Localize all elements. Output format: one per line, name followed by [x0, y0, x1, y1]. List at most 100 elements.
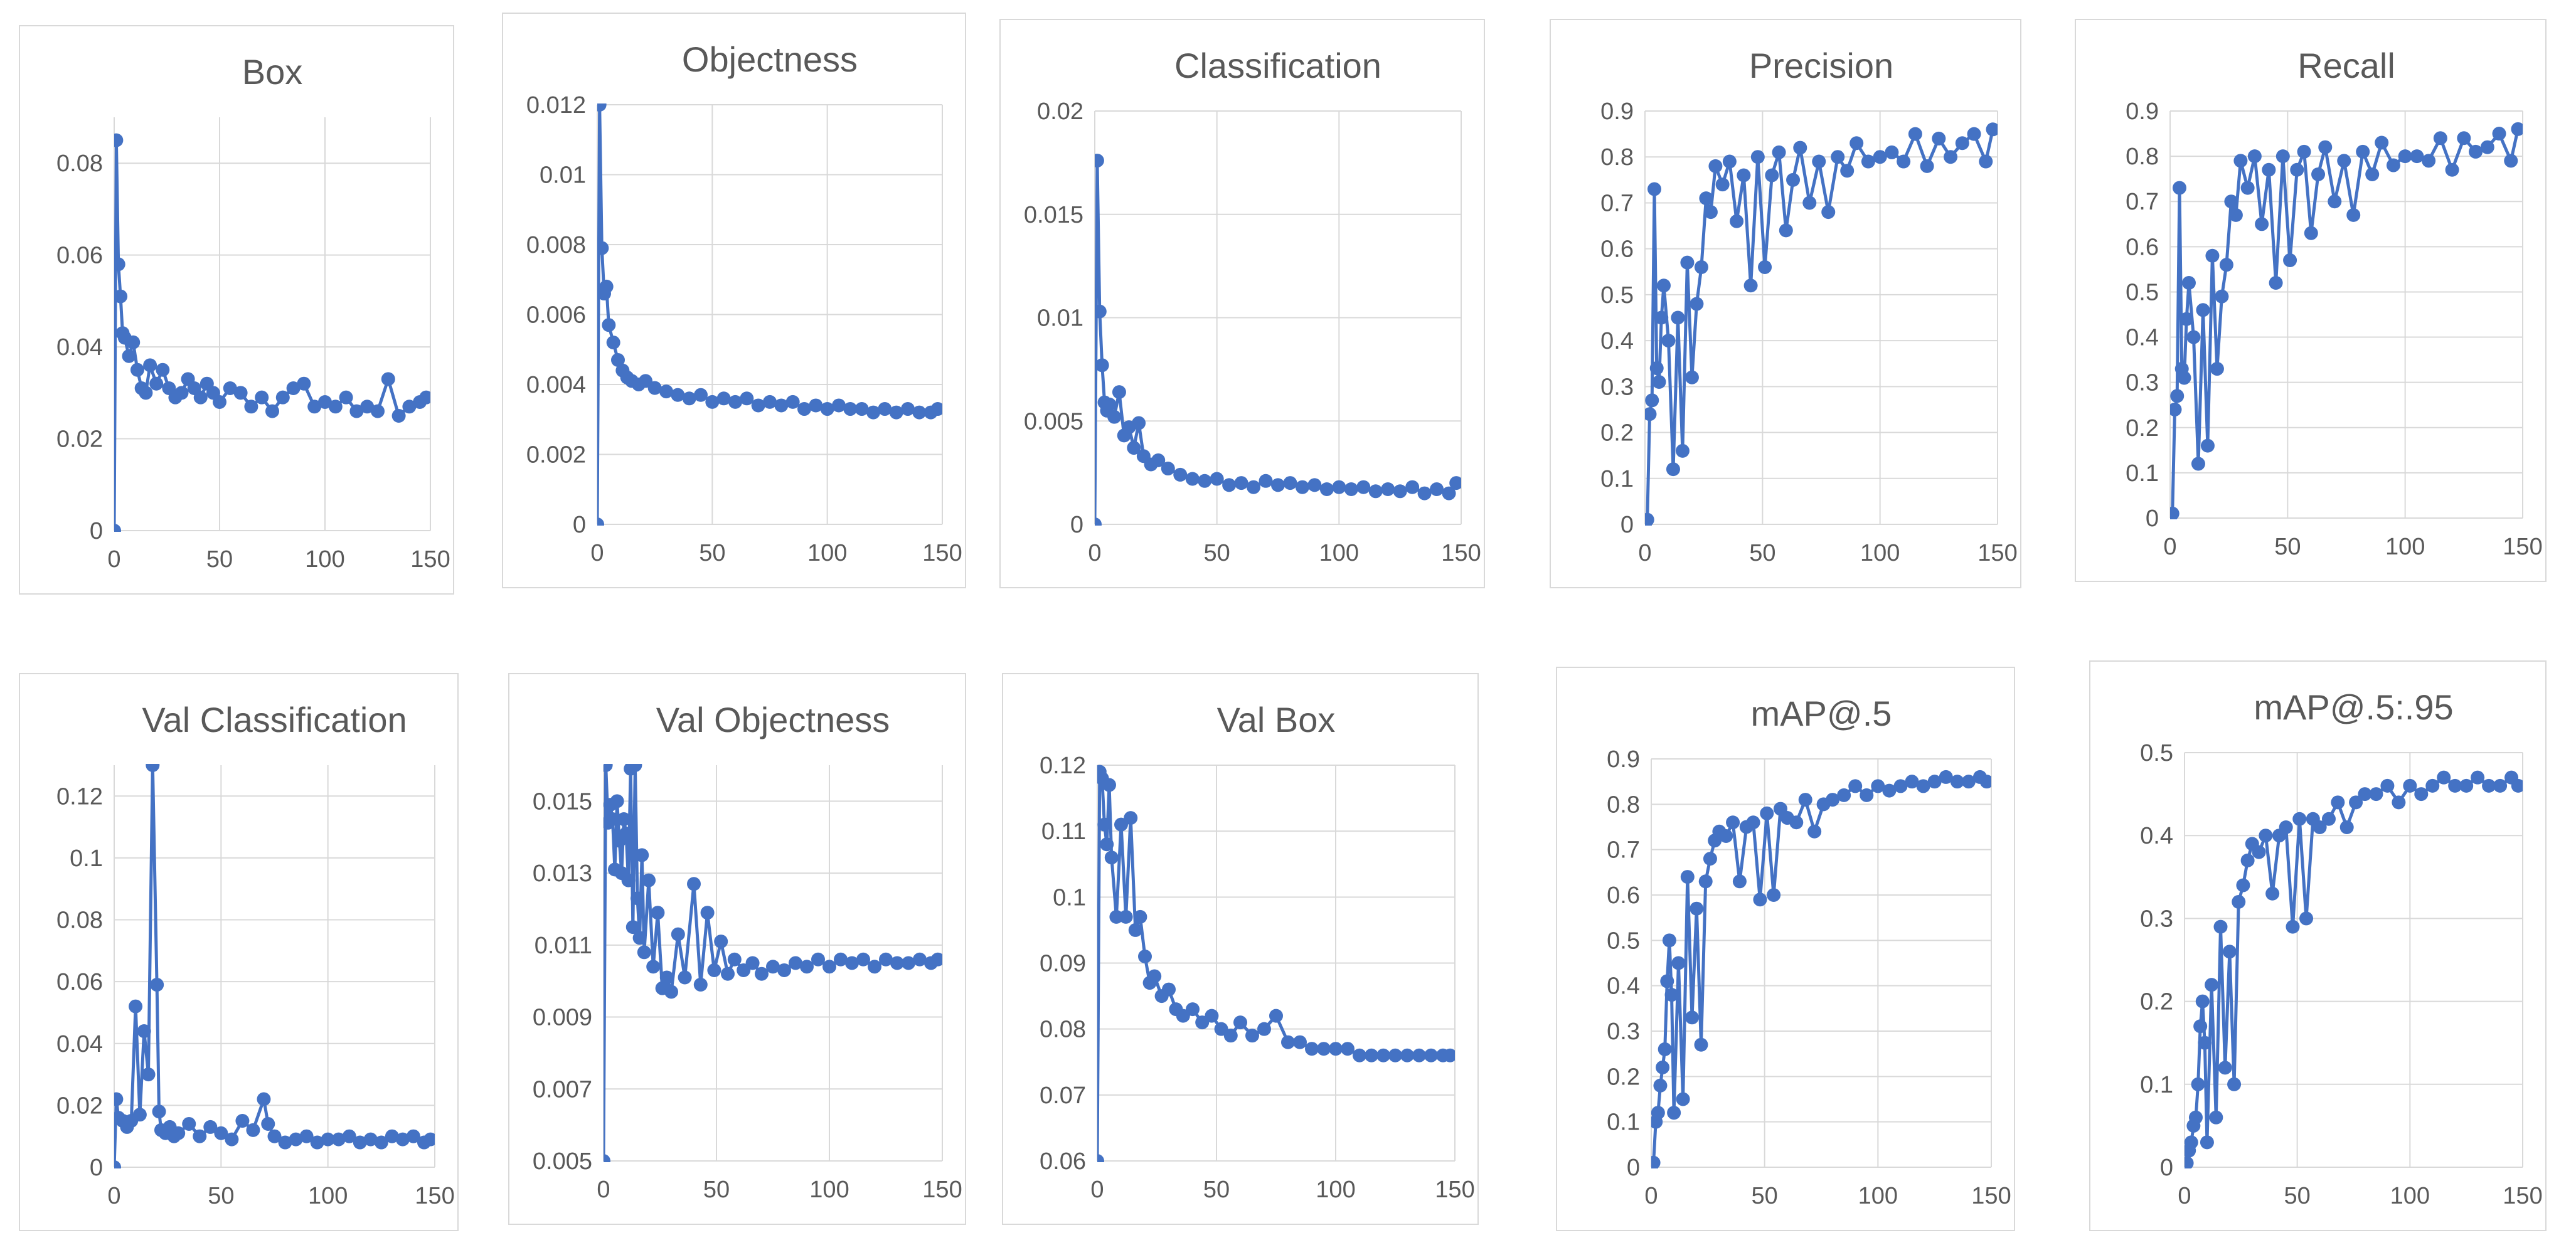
data-point [1694, 1037, 1708, 1052]
data-point [2369, 787, 2383, 802]
data-point [1234, 476, 1248, 490]
data-point [2318, 140, 2333, 154]
data-point [235, 1114, 250, 1128]
data-point [114, 289, 128, 304]
panel-val-classification: Val Classification 0 0.02 0.04 0.06 0.08 0.1 0.… [19, 673, 459, 1231]
series-line [1645, 129, 1994, 526]
data-point [2186, 330, 2201, 344]
data-point [137, 1024, 151, 1039]
y-tick-label: 0.006 [526, 302, 586, 329]
data-point [2471, 770, 2485, 785]
chart-svg-map-5: mAP@.5 0 0.1 0.2 0.3 0.4 0.5 0.6 0.7 0.8 0.9 0 50 100… [1607, 694, 2011, 1209]
data-point [2224, 194, 2238, 209]
y-tick-label: 0.002 [526, 442, 586, 469]
y-tick-label: 0.1 [2140, 1072, 2173, 1098]
data-point [1660, 974, 1674, 988]
x-tick-label: 0 [1644, 1183, 1658, 1209]
data-point [143, 358, 157, 373]
data-point [1653, 1078, 1668, 1093]
data-point [1210, 472, 1224, 486]
data-point [261, 1116, 275, 1131]
data-point [602, 318, 616, 332]
x-tick-label: 100 [1319, 540, 1359, 566]
chart-svg-val-objectness: Val Objectness 0.005 0.007 0.009 0.011 0.013 0… [533, 700, 962, 1203]
data-point [1102, 397, 1117, 411]
data-point [2297, 144, 2311, 159]
y-tick-label: 0 [90, 518, 103, 544]
data-point [1916, 779, 1930, 793]
data-point [1151, 453, 1166, 467]
data-point [1259, 474, 1273, 488]
data-point [150, 978, 164, 992]
data-point [1162, 982, 1176, 997]
x-tick-label: 50 [206, 546, 233, 573]
series-group [1095, 154, 1461, 526]
data-point [307, 400, 322, 414]
data-point [139, 386, 153, 400]
y-tick-label: 0 [573, 512, 586, 538]
data-point [740, 391, 754, 406]
x-tick-label: 150 [415, 1183, 454, 1209]
data-point [1281, 1035, 1295, 1049]
data-point [2321, 812, 2336, 826]
y-tick-label: 0.015 [1024, 202, 1083, 228]
data-point [2222, 945, 2237, 959]
x-tick-label: 150 [410, 546, 450, 573]
data-point [1908, 127, 1922, 141]
data-point [1341, 1042, 1355, 1056]
data-point [130, 363, 144, 377]
data-point [800, 960, 814, 974]
data-point [171, 1126, 186, 1140]
data-point [659, 970, 674, 985]
data-point [705, 395, 720, 409]
data-point [203, 1120, 218, 1134]
data-point [1927, 775, 1942, 789]
panel-val-box: Val Box 0.06 0.07 0.08 0.09 0.1 0.11 0.12 0 50 100… [1002, 673, 1479, 1225]
y-tick-label: 0.013 [533, 861, 592, 887]
series-group [1645, 122, 1998, 526]
data-point [328, 400, 343, 414]
x-tick-label: 150 [922, 1177, 962, 1203]
data-point [1186, 1002, 1200, 1017]
data-point [809, 398, 823, 413]
data-point [1652, 375, 1666, 389]
data-point [1703, 205, 1718, 220]
data-point [2365, 167, 2380, 181]
data-point [1645, 407, 1657, 421]
data-point [1708, 159, 1723, 173]
x-tick-label: 150 [1435, 1177, 1474, 1203]
data-point [1732, 874, 1747, 889]
data-point [2422, 154, 2436, 168]
chart-title: Recall [2297, 46, 2395, 85]
data-point [912, 405, 927, 420]
data-point [930, 402, 942, 416]
data-point [1789, 815, 1804, 830]
data-point [1245, 1029, 1259, 1043]
y-tick-label: 0 [2146, 506, 2159, 532]
data-point [299, 1129, 314, 1143]
data-point [832, 398, 846, 413]
data-point [1305, 1042, 1319, 1056]
data-point [1271, 478, 1285, 492]
y-tick-label: 0.04 [56, 334, 103, 361]
x-tick-label: 50 [2274, 534, 2301, 560]
data-point [2480, 140, 2494, 154]
panel-precision: Precision 0 0.1 0.2 0.3 0.4 0.5 0.6 0.7 0.8 0.9 0 50… [1550, 19, 2021, 588]
data-point [1119, 909, 1133, 924]
y-tick-label: 0.2 [2140, 989, 2173, 1015]
data-point [1097, 1154, 1104, 1162]
data-point [1222, 478, 1237, 492]
data-point [2459, 778, 2474, 793]
y-tick-label: 0.1 [2126, 460, 2159, 487]
data-point [1722, 154, 1737, 169]
data-point [1690, 901, 1704, 916]
data-point [1449, 476, 1461, 490]
data-point [1680, 255, 1695, 270]
data-point [2448, 778, 2462, 793]
data-point [820, 402, 834, 416]
x-tick-label: 150 [1441, 540, 1481, 566]
data-point [1365, 1048, 1378, 1062]
data-point [642, 873, 656, 887]
data-point [889, 405, 903, 420]
chart-title: Precision [1749, 46, 1893, 85]
